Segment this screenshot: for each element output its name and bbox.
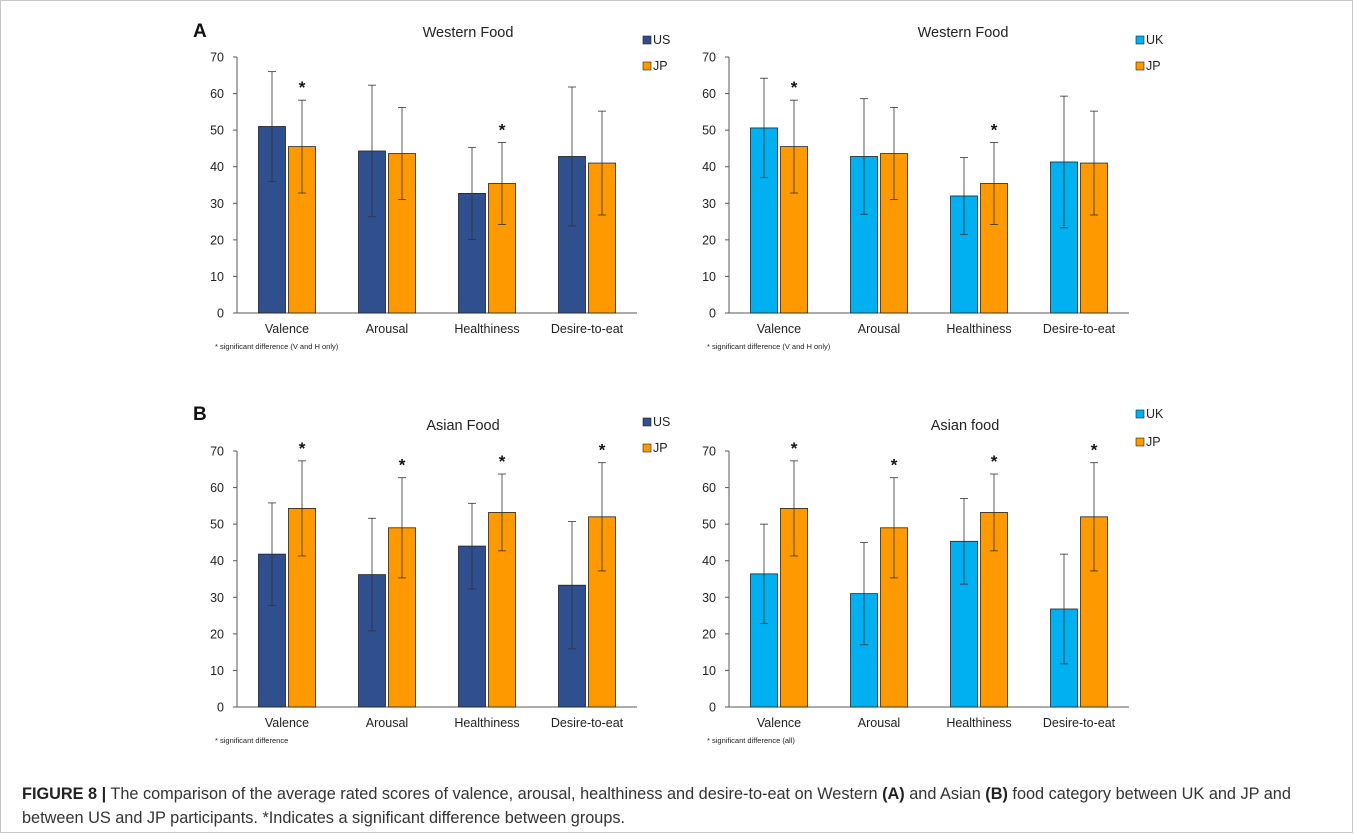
caption-ref-a: (A): [882, 785, 905, 803]
chart1-significance-marker: *: [299, 78, 306, 97]
chart1-title: Western Food: [423, 25, 514, 41]
chart1-y-tick-label: 70: [210, 51, 224, 65]
chart4-y-tick-label: 40: [702, 554, 716, 568]
chart4-y-tick-label: 0: [709, 701, 716, 715]
chart3-category-label: Arousal: [366, 716, 408, 730]
chart4-significance-marker: *: [791, 439, 798, 458]
chart2-significance-marker: *: [991, 121, 998, 140]
chart4-y-tick-label: 70: [702, 445, 716, 459]
chart2-y-tick-label: 0: [709, 307, 716, 321]
chart2-category-label: Healthiness: [946, 322, 1011, 336]
chart2-y-tick-label: 60: [702, 87, 716, 101]
chart3-legend-swatch-us: [642, 417, 652, 427]
chart3-y-tick-label: 10: [210, 664, 224, 678]
chart2-y-tick-label: 70: [702, 51, 716, 65]
chart1-y-tick-label: 20: [210, 233, 224, 247]
chart3-significance-marker: *: [599, 441, 606, 460]
chart4-y-tick-label: 10: [702, 664, 716, 678]
chart2-category-label: Desire-to-eat: [1043, 322, 1116, 336]
chart2-y-tick-label: 10: [702, 270, 716, 284]
chart1-footnote: * significant difference (V and H only): [215, 342, 339, 351]
chart3-category-label: Healthiness: [454, 716, 519, 730]
panel-label-a: A: [193, 21, 207, 42]
chart3-y-tick-label: 0: [217, 701, 224, 715]
chart3-legend-label-us: US: [653, 415, 670, 429]
chart1-y-tick-label: 50: [210, 124, 224, 138]
chart4-y-tick-label: 20: [702, 627, 716, 641]
chart4-legend-label-uk: UK: [1146, 407, 1164, 421]
chart1-category-label: Arousal: [366, 322, 408, 336]
chart4-y-tick-label: 30: [702, 591, 716, 605]
chart4-significance-marker: *: [891, 456, 898, 475]
caption-text-2: and Asian: [904, 785, 986, 803]
chart4-title: Asian food: [931, 418, 1000, 434]
chart3-title: Asian Food: [426, 418, 499, 434]
chart3-y-tick-label: 20: [210, 627, 224, 641]
chart4-significance-marker: *: [991, 452, 998, 471]
chart3-y-tick-label: 70: [210, 445, 224, 459]
chart2-legend-swatch-jp: [1135, 61, 1145, 71]
chart3-y-tick-label: 30: [210, 591, 224, 605]
chart4-footnote: * significant difference (all): [707, 736, 795, 745]
caption-label: FIGURE 8 |: [22, 785, 107, 803]
chart3-significance-marker: *: [399, 456, 406, 475]
chart1-significance-marker: *: [499, 121, 506, 140]
chart3-significance-marker: *: [499, 452, 506, 471]
chart4-category-label: Arousal: [858, 716, 900, 730]
chart2-legend-label-uk: UK: [1146, 33, 1164, 47]
panel-label-b: B: [193, 404, 207, 425]
chart1-legend-swatch-us: [642, 35, 652, 45]
chart3-y-tick-label: 40: [210, 554, 224, 568]
chart3-y-tick-label: 50: [210, 518, 224, 532]
chart2-category-label: Arousal: [858, 322, 900, 336]
chart3-legend-swatch-jp: [642, 443, 652, 453]
chart2-y-tick-label: 30: [702, 197, 716, 211]
chart1-y-tick-label: 0: [217, 307, 224, 321]
chart4-y-tick-label: 60: [702, 481, 716, 495]
caption-ref-b: (B): [985, 785, 1008, 803]
chart1-category-label: Valence: [265, 322, 309, 336]
chart4-category-label: Healthiness: [946, 716, 1011, 730]
chart4-category-label: Desire-to-eat: [1043, 716, 1116, 730]
chart2-category-label: Valence: [757, 322, 801, 336]
chart1-y-tick-label: 40: [210, 160, 224, 174]
figure-caption: FIGURE 8 | The comparison of the average…: [22, 782, 1332, 830]
chart4-legend-label-jp: JP: [1146, 435, 1161, 449]
chart1-legend-swatch-jp: [642, 61, 652, 71]
chart1-y-tick-label: 10: [210, 270, 224, 284]
chart3-category-label: Valence: [265, 716, 309, 730]
chart3-significance-marker: *: [299, 439, 306, 458]
chart1-y-tick-label: 60: [210, 87, 224, 101]
chart1-category-label: Healthiness: [454, 322, 519, 336]
caption-text-1: The comparison of the average rated scor…: [106, 785, 883, 803]
chart3-footnote: * significant difference: [215, 736, 288, 745]
chart1-category-label: Desire-to-eat: [551, 322, 624, 336]
chart1-y-tick-label: 30: [210, 197, 224, 211]
chart4-legend-swatch-jp: [1135, 437, 1145, 447]
chart4-bar-jp: [980, 512, 1008, 708]
chart4-significance-marker: *: [1091, 441, 1098, 460]
chart2-legend-swatch-uk: [1135, 35, 1145, 45]
chart4-y-tick-label: 50: [702, 518, 716, 532]
chart3-legend-label-jp: JP: [653, 441, 668, 455]
caption-text-3: food category between UK and JP and betw…: [22, 785, 1291, 827]
chart2-footnote: * significant difference (V and H only): [707, 342, 831, 351]
charts-canvas: Western Food 0 10 20 30 40 50 60 70 Valence * Arous…: [210, 25, 1164, 745]
chart2-title: Western Food: [918, 25, 1009, 41]
chart3-category-label: Desire-to-eat: [551, 716, 624, 730]
chart2-y-tick-label: 50: [702, 124, 716, 138]
chart2-y-tick-label: 40: [702, 160, 716, 174]
chart2-significance-marker: *: [791, 78, 798, 97]
chart1-legend-label-jp: JP: [653, 59, 668, 73]
chart2-y-tick-label: 20: [702, 233, 716, 247]
chart4-legend-swatch-uk: [1135, 409, 1145, 419]
chart4-category-label: Valence: [757, 716, 801, 730]
chart3-y-tick-label: 60: [210, 481, 224, 495]
chart2-legend-label-jp: JP: [1146, 59, 1161, 73]
chart1-legend-label-us: US: [653, 33, 670, 47]
